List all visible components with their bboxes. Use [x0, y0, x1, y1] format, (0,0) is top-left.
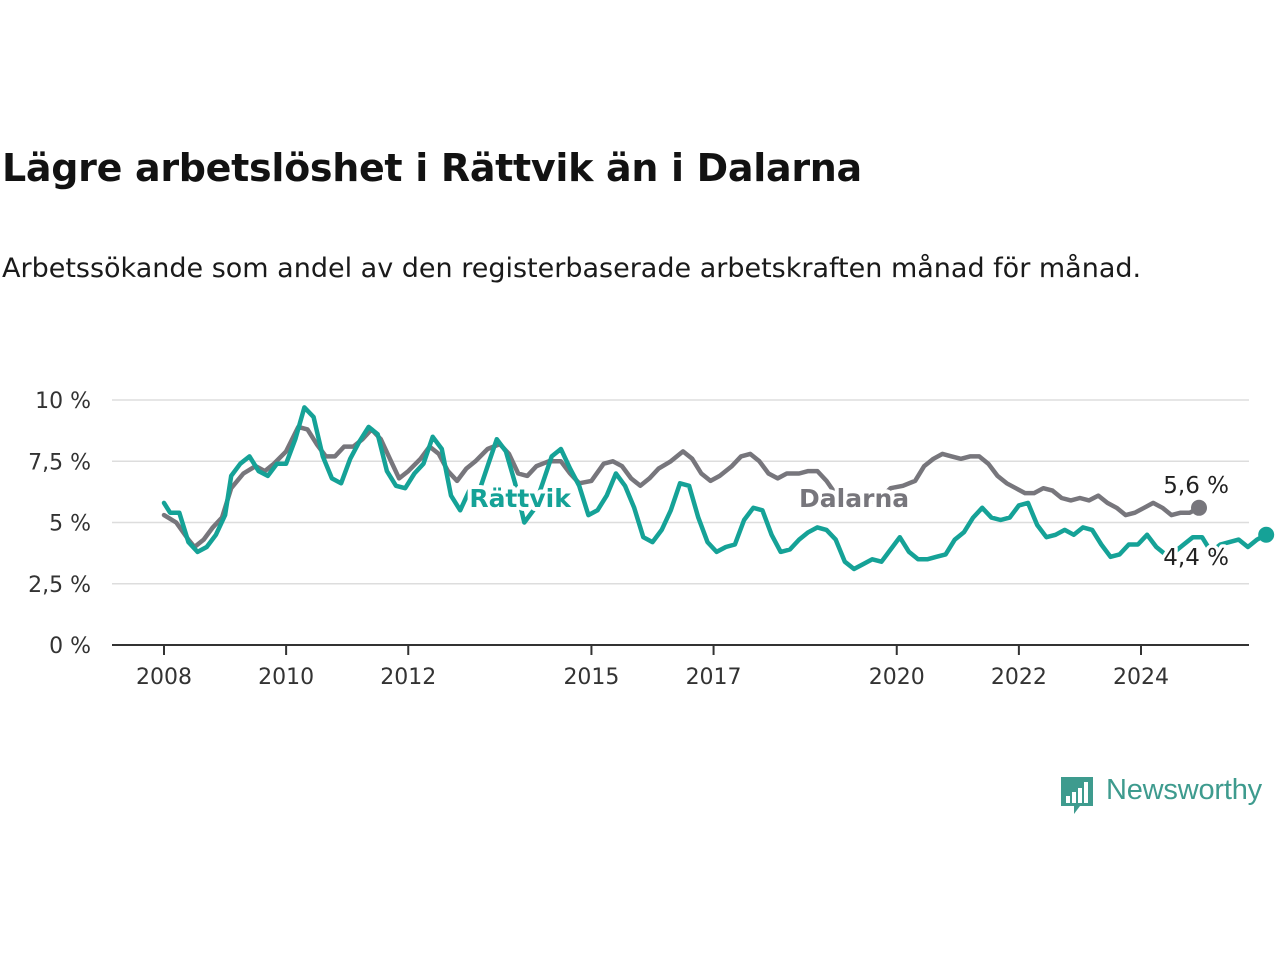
x-tick-label: 2015: [563, 665, 619, 690]
y-tick-label: 0 %: [49, 634, 91, 659]
x-tick-label: 2020: [869, 665, 925, 690]
series-line-rattvik: [161, 405, 1269, 572]
x-tick-label: 2010: [258, 665, 314, 690]
x-tick-label: 2008: [136, 665, 192, 690]
series-label-halo: Rättvik: [469, 484, 572, 513]
logo-text: Newsworthy: [1106, 774, 1262, 806]
series-endpoint-rattvik: [1258, 526, 1275, 543]
x-tick-label: 2024: [1113, 665, 1169, 690]
chart-title: Lägre arbetslöshet i Rättvik än i Dalarn…: [2, 146, 862, 190]
series-line-dalarna: [161, 424, 1202, 550]
series-lines: [161, 405, 1275, 572]
y-axis-ticks: 0 % 2,5 % 5 % 7,5 % 10 %: [28, 389, 91, 659]
x-tick-label: 2012: [380, 665, 436, 690]
y-tick-label: 10 %: [35, 389, 91, 414]
end-label-halo: 4,4 %: [1163, 545, 1229, 571]
newsworthy-logo-icon: [1061, 777, 1093, 814]
end-label-halo: 5,6 %: [1163, 473, 1229, 499]
series-endpoint-dalarna: [1191, 499, 1208, 516]
y-tick-label: 7,5 %: [28, 450, 91, 475]
series-label-rattvik: Rättvik: [469, 484, 572, 513]
y-tick-label: 5 %: [49, 512, 91, 537]
chart-subtitle: Arbetssökande som andel av den registerb…: [2, 253, 1142, 284]
x-tick-label: 2022: [991, 665, 1047, 690]
x-tick-label: 2017: [686, 665, 742, 690]
end-value-label-dalarna: 5,6 %: [1163, 473, 1229, 499]
end-value-label-rattvik: 4,4 %: [1163, 545, 1229, 571]
newsworthy-logo[interactable]: Newsworthy: [1058, 772, 1280, 818]
gridlines: [112, 399, 1249, 585]
series-label-halo: Dalarna: [799, 484, 909, 513]
x-axis-ticks: 2008 2010 2012 2015 2017 2020 2022 2024: [136, 645, 1169, 690]
series-label-dalarna: Dalarna: [799, 484, 909, 513]
y-tick-label: 2,5 %: [28, 573, 91, 598]
